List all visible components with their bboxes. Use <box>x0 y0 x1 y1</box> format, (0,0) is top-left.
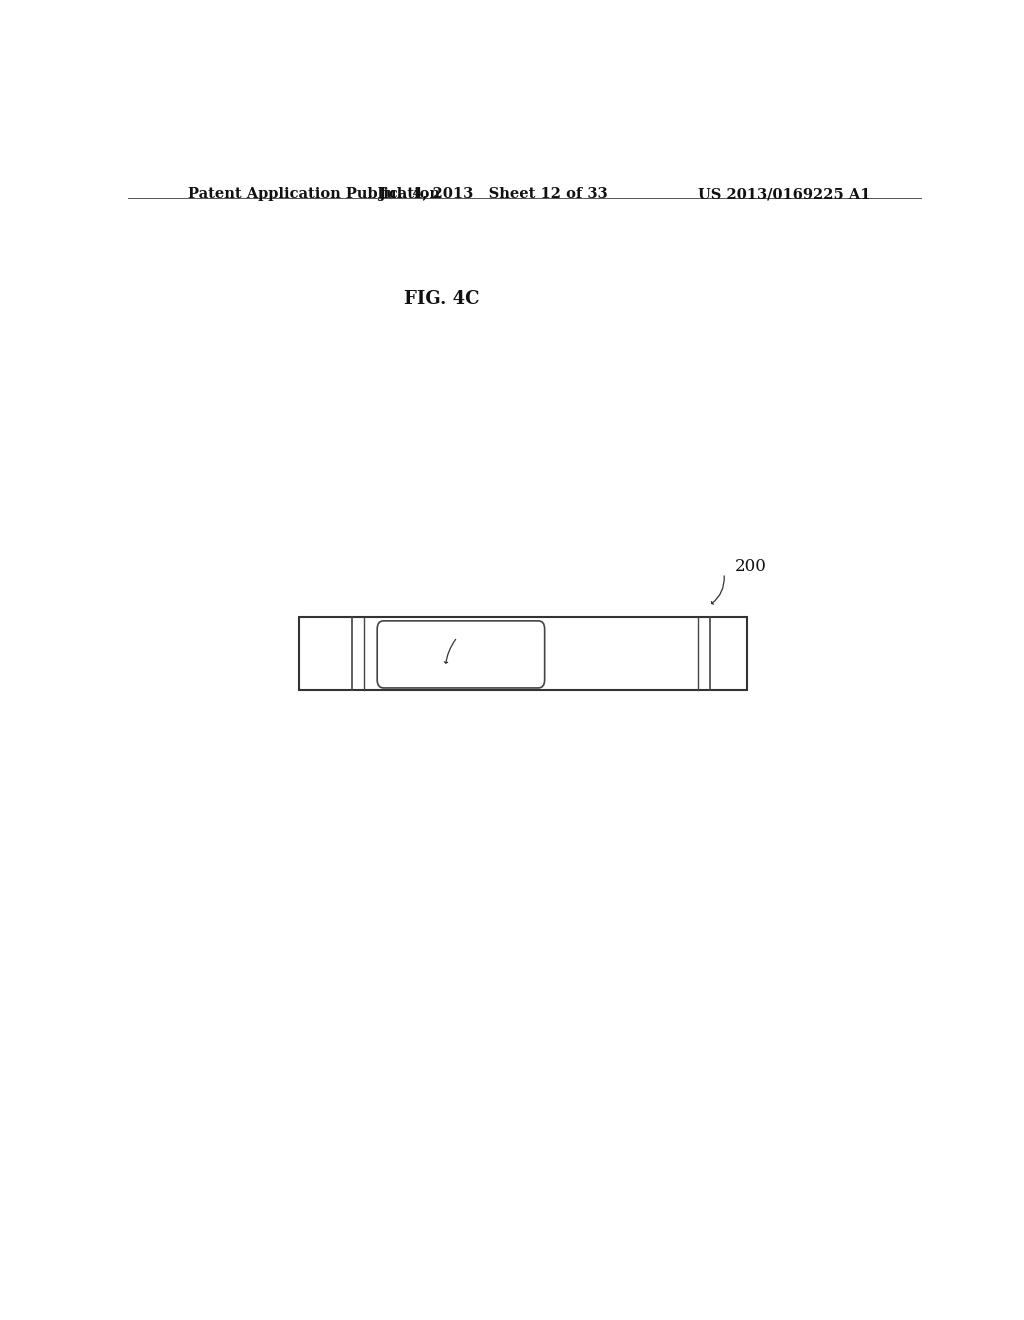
Text: 200: 200 <box>735 558 767 576</box>
Text: 203: 203 <box>433 622 465 639</box>
Text: Patent Application Publication: Patent Application Publication <box>187 187 439 202</box>
FancyBboxPatch shape <box>377 620 545 688</box>
Bar <box>299 616 748 690</box>
Text: US 2013/0169225 A1: US 2013/0169225 A1 <box>697 187 870 202</box>
Text: FIG. 4C: FIG. 4C <box>403 289 479 308</box>
Text: Jul. 4, 2013   Sheet 12 of 33: Jul. 4, 2013 Sheet 12 of 33 <box>379 187 607 202</box>
